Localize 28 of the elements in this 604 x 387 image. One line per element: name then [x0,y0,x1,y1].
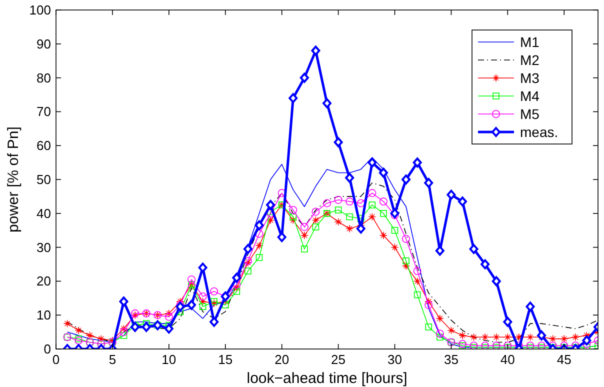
x-tick-label: 15 [218,352,233,367]
x-axis-title: look−ahead time [hours] [246,370,408,387]
x-tick-label: 20 [274,352,290,367]
y-axis-title: power [% of Pn] [5,126,22,232]
x-tick-label: 5 [108,352,116,367]
y-tick-label: 10 [36,308,51,323]
y-tick-label: 40 [36,206,51,221]
legend-label: M4 [520,88,540,104]
legend-label: M5 [520,106,540,122]
y-tick-label: 80 [36,70,51,86]
x-tick-label: 40 [500,352,515,367]
y-tick-label: 50 [36,172,51,187]
x-tick-label: 35 [444,352,458,367]
y-tick-label: 90 [36,36,51,52]
x-tick-label: 45 [556,352,572,367]
y-tick-label: 20 [36,274,51,289]
y-tick-label: 70 [36,104,51,120]
y-tick-label: 30 [36,240,51,255]
legend-label: M2 [520,52,540,68]
x-tick-label: 30 [388,352,402,367]
y-tick-label: 100 [29,2,51,18]
y-tick-label: 60 [36,138,51,154]
x-tick-label: 10 [162,352,176,367]
legend-label: meas. [520,124,558,140]
y-tick-label: 0 [44,342,51,356]
legend-label: M1 [520,34,540,50]
legend-label: M3 [520,70,540,86]
x-tick-label: 25 [331,352,346,367]
